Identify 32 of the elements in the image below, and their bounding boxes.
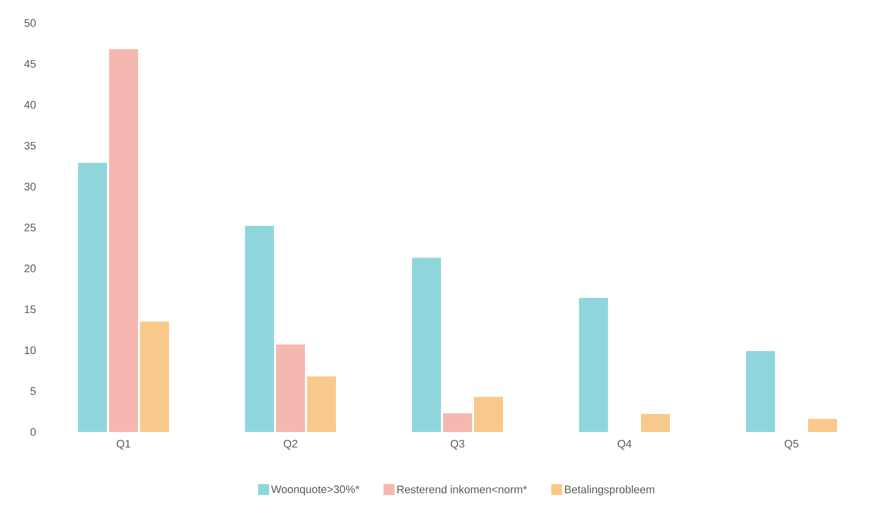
bar — [140, 322, 169, 432]
legend-label: Resterend inkomen<norm* — [397, 485, 527, 494]
x-tick-label: Q4 — [618, 440, 632, 450]
x-tick-label: Q2 — [284, 440, 298, 450]
legend-label: Betalingsprobleem — [565, 485, 654, 496]
y-tick-label: 45 — [24, 60, 36, 68]
y-tick-label: 0 — [30, 428, 36, 436]
bar — [746, 351, 776, 432]
bar — [412, 258, 442, 432]
y-tick-label: 40 — [24, 100, 36, 109]
bar — [306, 376, 336, 432]
y-tick-label: 30 — [24, 182, 36, 190]
bar — [276, 344, 306, 432]
legend-label: Woonquote>30%* — [271, 485, 360, 496]
y-tick-label: 50 — [24, 19, 36, 27]
bar — [474, 396, 503, 432]
x-tick-label: Q1 — [116, 440, 130, 450]
bar — [640, 414, 670, 432]
x-tick-label: Q5 — [784, 440, 798, 450]
bar — [579, 298, 608, 432]
y-tick-label: 20 — [24, 264, 36, 272]
bar — [109, 49, 138, 432]
y-tick-label: 5 — [30, 387, 36, 395]
bar — [443, 413, 472, 432]
y-tick-label: 25 — [24, 224, 36, 232]
bar — [78, 162, 108, 432]
bar — [245, 226, 274, 432]
y-tick-label: 10 — [24, 346, 36, 354]
bar — [808, 418, 837, 432]
y-tick-label: 15 — [24, 305, 36, 314]
x-tick-label: Q3 — [450, 440, 464, 450]
y-tick-label: 35 — [24, 142, 36, 150]
